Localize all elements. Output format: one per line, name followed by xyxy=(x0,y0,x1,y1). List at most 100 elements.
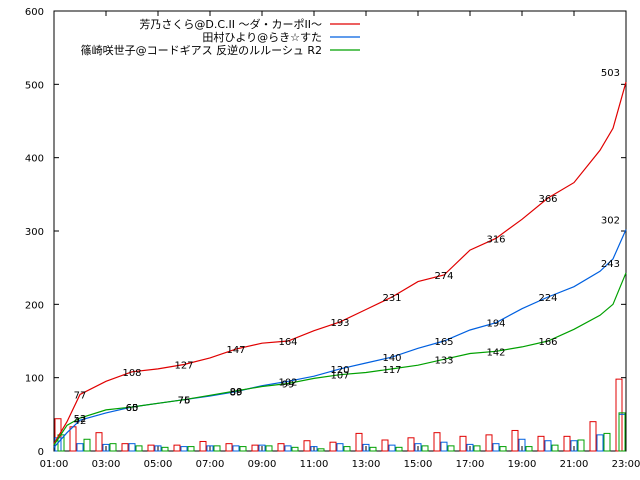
x-tick-label: 13:00 xyxy=(352,459,381,470)
hourly-bar xyxy=(563,435,571,452)
hourly-bar xyxy=(83,438,91,452)
hourly-bar xyxy=(225,443,233,452)
data-label: 503 xyxy=(601,68,620,79)
hourly-bar xyxy=(76,443,84,452)
data-label: 88 xyxy=(230,387,243,398)
hourly-bar xyxy=(492,443,500,452)
data-label: 243 xyxy=(601,259,620,270)
x-tick-label: 23:00 xyxy=(612,459,640,470)
y-tick-label: 300 xyxy=(25,227,44,238)
data-labels: 77 108 127 147 164 193 231 274 316 366 503 42 60 75 89… xyxy=(74,68,620,427)
hourly-bar xyxy=(499,446,507,452)
hourly-bar xyxy=(355,432,363,452)
data-label: 165 xyxy=(434,337,453,348)
data-label: 108 xyxy=(122,368,141,379)
hourly-bar xyxy=(395,446,403,452)
data-label: 231 xyxy=(382,293,401,304)
series-line xyxy=(53,81,627,445)
hourly-bar xyxy=(95,432,103,452)
data-label: 133 xyxy=(434,355,453,366)
hourly-bar xyxy=(336,443,344,452)
hourly-bar xyxy=(180,446,188,452)
x-tick-label: 07:00 xyxy=(196,459,225,470)
hourly-bar xyxy=(199,440,207,452)
x-tick-label: 19:00 xyxy=(508,459,537,470)
plot-frame xyxy=(53,10,627,452)
hourly-bar xyxy=(433,432,441,452)
data-label: 302 xyxy=(601,216,620,227)
x-tick-label: 15:00 xyxy=(404,459,433,470)
hourly-bar xyxy=(369,446,377,452)
y-tick-label: 400 xyxy=(25,154,44,165)
hourly-bar xyxy=(381,439,389,452)
data-label: 316 xyxy=(486,234,505,245)
hourly-bar xyxy=(618,412,626,452)
hourly-bar xyxy=(329,441,337,452)
data-label: 164 xyxy=(278,337,297,348)
hourly-bar xyxy=(128,443,136,452)
hourly-bar xyxy=(277,443,285,452)
data-label: 99 xyxy=(282,380,295,391)
hourly-bar xyxy=(473,445,481,452)
hourly-bar xyxy=(525,446,533,452)
data-label: 75 xyxy=(178,396,191,407)
hourly-bar xyxy=(551,444,559,452)
hourly-bar xyxy=(121,443,129,452)
data-label: 366 xyxy=(538,194,557,205)
legend-label: 篠崎咲世子@コードギアス 反逆のルルーシュ R2 xyxy=(81,43,322,57)
x-tick-label: 01:00 xyxy=(40,459,69,470)
data-label: 142 xyxy=(486,347,505,358)
hourly-bar xyxy=(102,443,110,452)
y-tick-label: 0 xyxy=(38,447,44,458)
data-label: 60 xyxy=(126,403,139,414)
x-axis: 01:00 03:00 05:00 07:00 09:00 11:00 13:00 15:00… xyxy=(40,11,640,470)
hourly-bar xyxy=(577,439,585,452)
hourly-bar xyxy=(161,446,169,452)
data-label: 166 xyxy=(538,337,557,348)
hourly-bar xyxy=(447,445,455,452)
hourly-bar xyxy=(239,446,247,452)
hourly-bar xyxy=(303,440,311,452)
data-label: 274 xyxy=(434,271,453,282)
data-label: 117 xyxy=(382,365,401,376)
hourly-bar xyxy=(310,446,318,452)
x-tick-label: 21:00 xyxy=(560,459,589,470)
hourly-bar xyxy=(589,421,597,452)
hourly-bar xyxy=(232,445,240,452)
series-line xyxy=(53,272,627,446)
hourly-bar xyxy=(213,445,221,452)
y-tick-label: 500 xyxy=(25,80,44,91)
data-label: 77 xyxy=(74,391,87,402)
hourly-bar xyxy=(407,437,415,452)
hourly-bar xyxy=(173,444,181,452)
hourly-bars xyxy=(54,378,626,452)
data-label: 107 xyxy=(330,371,349,382)
hourly-bar xyxy=(570,440,578,452)
hourly-bar xyxy=(459,435,467,452)
data-label: 52 xyxy=(74,414,87,425)
hourly-bar xyxy=(388,444,396,452)
hourly-bar xyxy=(485,434,493,452)
data-label: 42 xyxy=(74,416,87,427)
hourly-bar xyxy=(291,446,299,452)
hourly-bar xyxy=(69,426,77,452)
hourly-bar xyxy=(596,434,604,452)
data-label: 120 xyxy=(330,365,349,376)
hourly-bar xyxy=(265,445,273,452)
hourly-bar xyxy=(421,445,429,452)
data-label: 140 xyxy=(382,353,401,364)
hourly-bar xyxy=(284,445,292,452)
hourly-bar xyxy=(414,443,422,452)
data-label: 194 xyxy=(486,319,505,330)
hourly-bar xyxy=(147,444,155,452)
x-tick-label: 03:00 xyxy=(92,459,121,470)
legend: 芳乃さくら@D.C.II ～ダ・カーポII～田村ひより@らき☆すた篠崎咲世子@コ… xyxy=(81,17,360,57)
data-label: 102 xyxy=(278,377,297,388)
data-label: 127 xyxy=(174,360,193,371)
data-label: 89 xyxy=(230,388,243,399)
hourly-bar xyxy=(109,443,117,452)
x-tick-label: 17:00 xyxy=(456,459,485,470)
hourly-bar xyxy=(258,444,266,452)
hourly-bar xyxy=(362,443,370,452)
